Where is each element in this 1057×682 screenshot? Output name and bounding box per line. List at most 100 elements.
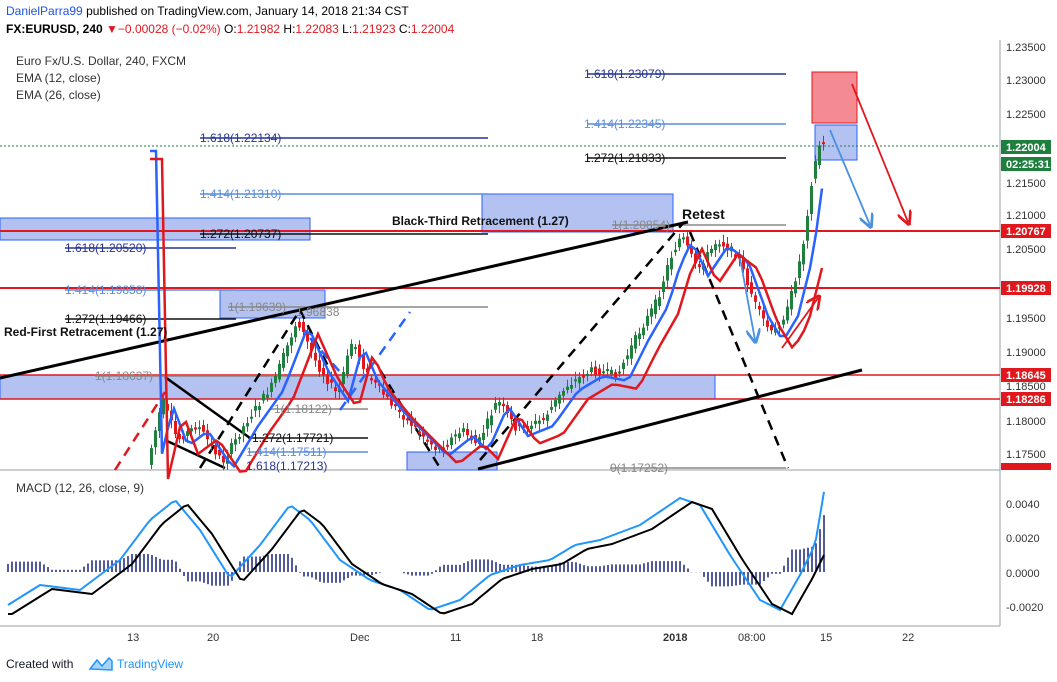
close-value: 1.22004: [410, 22, 455, 36]
candle: [634, 335, 637, 349]
candle: [294, 326, 297, 338]
projection-arrow-red[interactable]: [851, 83, 908, 222]
fib-label: 1.618(1.17213): [246, 459, 327, 473]
candle: [510, 411, 513, 420]
fib-label: 1.414(1.19858): [65, 283, 146, 297]
candle: [686, 236, 689, 246]
candle: [710, 248, 713, 253]
candle: [362, 354, 365, 369]
signal-line[interactable]: [8, 500, 825, 616]
black-line[interactable]: [164, 375, 251, 440]
macd-line[interactable]: [7, 491, 825, 612]
arrow-blue-down[interactable]: [739, 257, 755, 340]
fib-label: 1.618(1.22134): [200, 131, 281, 145]
candle: [618, 371, 621, 374]
candle: [638, 333, 641, 340]
time-tick: 22: [902, 632, 914, 644]
ohlc-line: FX:EURUSD, 240 ▼−0.00028 (−0.02%) O:1.21…: [6, 22, 454, 36]
price-tick: 1.18500: [1006, 381, 1046, 393]
open-label: O:: [224, 22, 237, 36]
zone-target-red[interactable]: [811, 71, 858, 124]
candle: [498, 401, 501, 406]
candle: [278, 363, 281, 380]
candle: [606, 369, 609, 372]
fib-label: 1(1.18637): [95, 369, 153, 383]
candle: [762, 310, 765, 319]
price-tick: 1.20500: [1006, 244, 1046, 256]
fib-lines[interactable]: [65, 73, 786, 469]
close-label: C:: [398, 22, 411, 36]
change-value: ▼−0.00028 (−0.02%): [106, 22, 221, 36]
candle: [586, 374, 589, 377]
candle: [582, 375, 585, 378]
candle: [574, 379, 577, 382]
macd-tick: -0.0020: [1006, 602, 1043, 614]
candle: [154, 430, 157, 448]
trendline-lower[interactable]: [477, 368, 863, 471]
candle: [250, 416, 253, 419]
candle: [478, 437, 481, 444]
candle: [506, 405, 509, 413]
red-first-label: Red-First Retracement (1.27): [4, 325, 167, 339]
chart-canvas[interactable]: 1.618(1.23079) 1.414(1.22345) 1.272(1.21…: [0, 40, 1057, 652]
candle: [158, 412, 161, 432]
candle: [390, 396, 393, 406]
ema26-line[interactable]: [150, 157, 824, 480]
candle: [738, 255, 741, 259]
candle: [298, 321, 301, 328]
countdown-badge: 02:25:31: [1006, 159, 1050, 171]
projection-arrow-blue[interactable]: [829, 129, 870, 225]
candle: [570, 384, 573, 389]
candle: [674, 249, 677, 253]
fib-label: 1.618(1.23079): [584, 67, 665, 81]
candle: [666, 265, 669, 281]
tradingview-brand-link[interactable]: TradingView: [117, 657, 184, 671]
candle: [330, 379, 333, 383]
candle: [406, 418, 409, 421]
trendline-upper[interactable]: [0, 220, 689, 380]
macd-tick: 0.0020: [1006, 533, 1040, 545]
candle: [246, 422, 249, 427]
candle: [314, 352, 317, 361]
candle: [766, 320, 769, 327]
price-tick: 1.17500: [1006, 449, 1046, 461]
candle: [818, 145, 821, 166]
candle: [430, 440, 433, 445]
candle: [662, 281, 665, 293]
candle: [490, 415, 493, 426]
candle: [786, 306, 789, 321]
candle: [162, 399, 165, 415]
swing-dashes[interactable]: [113, 221, 790, 471]
candle: [562, 390, 565, 396]
time-tick: 20: [207, 632, 219, 644]
candle: [358, 344, 361, 358]
price-badge-bg: [1001, 463, 1051, 470]
price-badge-bg: [1001, 281, 1051, 295]
candle: [798, 261, 801, 279]
candle: [258, 406, 261, 411]
candle: [462, 428, 465, 433]
candle: [190, 428, 193, 432]
candle: [598, 368, 601, 375]
candle: [782, 319, 785, 325]
high-label: H:: [283, 22, 296, 36]
price-badge-bg: [1001, 157, 1051, 171]
candle: [262, 393, 265, 401]
ema12-line[interactable]: [150, 149, 824, 469]
candle: [494, 402, 497, 410]
candle: [750, 282, 753, 294]
candle: [690, 246, 693, 254]
candle: [534, 420, 537, 425]
author-link[interactable]: DanielParra99: [6, 4, 83, 18]
candle: [322, 367, 325, 376]
fib-label: 0(1.17252): [610, 461, 668, 475]
macd-tick: 0.0000: [1006, 568, 1040, 580]
price-badge-bg: [1001, 368, 1051, 382]
candle: [646, 315, 649, 326]
candle: [402, 415, 405, 420]
candle: [350, 343, 353, 356]
candle: [538, 420, 541, 424]
tradingview-logo-icon[interactable]: [88, 655, 114, 673]
candle: [450, 437, 453, 446]
arrow-red-up[interactable]: [781, 298, 818, 349]
